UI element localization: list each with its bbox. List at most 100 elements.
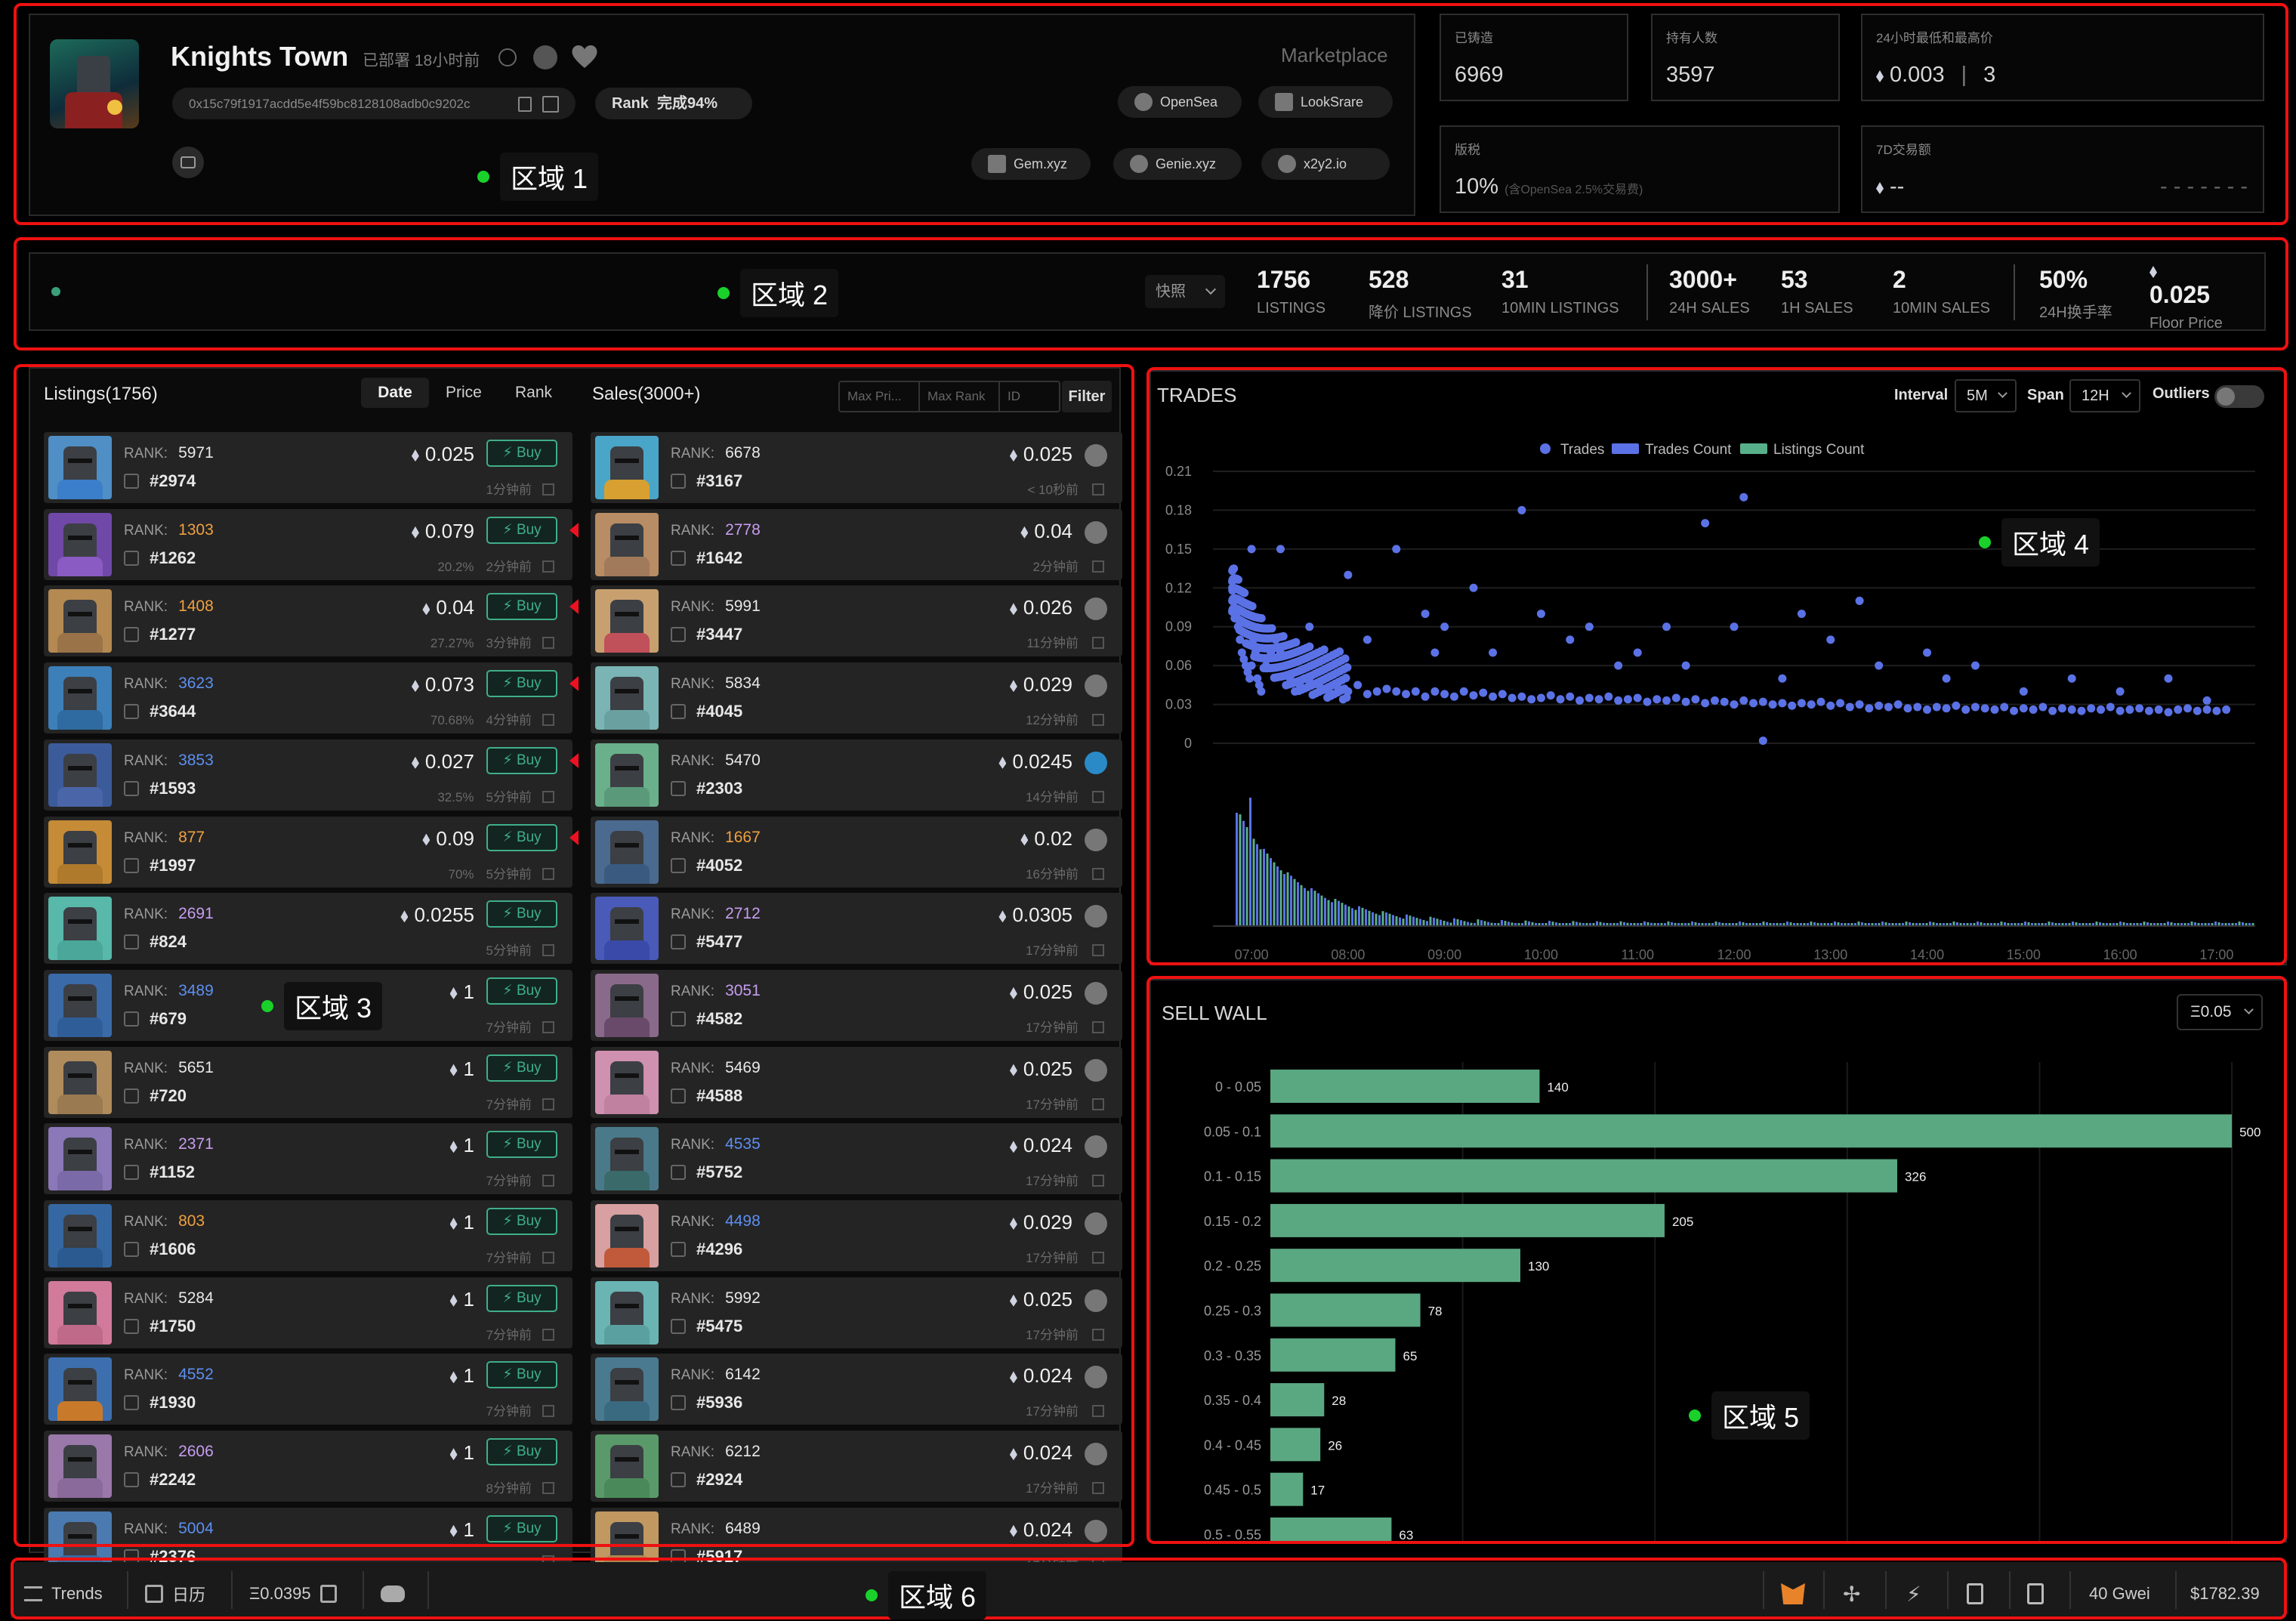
gas-station-alt-button[interactable]	[2027, 1571, 2044, 1616]
info-icon[interactable]	[498, 48, 517, 66]
buy-button[interactable]: ⚡ Buy	[486, 1208, 557, 1235]
buy-button[interactable]: ⚡ Buy	[486, 440, 557, 467]
external-link-icon[interactable]	[542, 96, 559, 113]
listing-card[interactable]: RANK: 803 #1606 1 ⚡ Buy 7分钟前	[44, 1200, 572, 1271]
external-link-icon[interactable]	[542, 867, 554, 880]
checkbox[interactable]	[124, 780, 139, 796]
gas-price-item[interactable]: Ξ0.0395	[249, 1571, 337, 1616]
sale-card[interactable]: RANK: 5469 #4588 0.025 17分钟前	[591, 1046, 1122, 1118]
buy-button[interactable]: ⚡ Buy	[486, 516, 557, 544]
tab-price[interactable]: Price	[446, 384, 482, 401]
checkbox[interactable]	[671, 1472, 686, 1488]
sellwall-bar[interactable]	[1270, 1472, 1304, 1506]
checkbox[interactable]	[671, 1088, 686, 1104]
checkbox[interactable]	[671, 1395, 686, 1411]
checkbox[interactable]	[124, 1242, 139, 1257]
listing-card[interactable]: RANK: 3853 #1593 0.027 ⚡ Buy 32.5% 5分钟前	[44, 739, 579, 810]
pinwheel-button[interactable]: ✢	[1843, 1571, 1860, 1616]
sellwall-bar[interactable]	[1270, 1338, 1396, 1372]
buy-button[interactable]: ⚡ Buy	[486, 1438, 557, 1466]
listing-card[interactable]: RANK: 5284 #1750 1 ⚡ Buy 7分钟前	[44, 1277, 572, 1348]
sellwall-bar[interactable]	[1270, 1428, 1321, 1462]
external-link-icon[interactable]	[542, 1405, 554, 1418]
external-link-icon[interactable]	[1092, 1175, 1104, 1187]
buy-button[interactable]: ⚡ Buy	[486, 746, 557, 774]
tab-rank[interactable]: Rank	[515, 384, 553, 401]
gas-station-button[interactable]	[1967, 1571, 1983, 1616]
checkbox[interactable]	[671, 627, 686, 643]
listing-card[interactable]: RANK: 2371 #1152 1 ⚡ Buy 7分钟前	[44, 1123, 572, 1195]
checkbox[interactable]	[671, 857, 686, 873]
checkbox[interactable]	[671, 1318, 686, 1334]
market-genie-button[interactable]: Genie.xyz	[1113, 148, 1242, 180]
listing-card[interactable]: RANK: 5971 #2974 0.025 ⚡ Buy 1分钟前	[44, 432, 572, 503]
external-link-icon[interactable]	[1092, 1098, 1104, 1110]
sellwall-bar[interactable]	[1270, 1383, 1325, 1417]
sellwall-bar[interactable]	[1270, 1518, 1392, 1541]
market-looksrare-button[interactable]: LookSrare	[1258, 86, 1393, 118]
market-x2y2-button[interactable]: x2y2.io	[1261, 148, 1390, 180]
listing-card[interactable]: RANK: 3623 #3644 0.073 ⚡ Buy 70.68% 4分钟前	[44, 662, 579, 734]
listing-card[interactable]: RANK: 1408 #1277 0.04 ⚡ Buy 27.27% 3分钟前	[44, 585, 579, 657]
external-link-icon[interactable]	[1092, 1252, 1104, 1264]
checkbox[interactable]	[124, 1395, 139, 1411]
sale-card[interactable]: RANK: 2712 #5477 0.0305 17分钟前	[591, 893, 1122, 965]
external-link-icon[interactable]	[1092, 560, 1104, 573]
sale-card[interactable]: RANK: 5470 #2303 0.0245 14分钟前	[591, 739, 1122, 810]
buy-button[interactable]: ⚡ Buy	[486, 1054, 557, 1082]
checkbox[interactable]	[671, 704, 686, 720]
max-price-input[interactable]: Max Pri...	[840, 382, 920, 411]
wallet-icon[interactable]	[172, 147, 204, 178]
external-link-icon[interactable]	[1092, 1020, 1104, 1033]
external-link-icon[interactable]	[1092, 1482, 1104, 1495]
trends-button[interactable]: Trends	[24, 1571, 103, 1616]
sellwall-step-select[interactable]: Ξ0.05	[2177, 994, 2263, 1030]
sale-card[interactable]: RANK: 1667 #4052 0.02 16分钟前	[591, 816, 1122, 888]
outliers-toggle[interactable]	[2214, 385, 2264, 408]
sale-card[interactable]: RANK: 4535 #5752 0.024 17分钟前	[591, 1123, 1122, 1195]
checkbox[interactable]	[671, 780, 686, 796]
sellwall-bar[interactable]	[1270, 1070, 1540, 1103]
listing-card[interactable]: RANK: 2606 #2242 1 ⚡ Buy 8分钟前	[44, 1431, 572, 1502]
sellwall-bar[interactable]	[1270, 1249, 1520, 1283]
interval-select[interactable]: 5M	[1955, 379, 2017, 412]
checkbox[interactable]	[671, 1242, 686, 1257]
external-link-icon[interactable]	[1092, 944, 1104, 957]
listing-card[interactable]: RANK: 1303 #1262 0.079 ⚡ Buy 20.2% 2分钟前	[44, 508, 579, 580]
listing-card[interactable]: RANK: 4552 #1930 1 ⚡ Buy 7分钟前	[44, 1354, 572, 1425]
external-link-icon[interactable]	[1092, 1328, 1104, 1341]
external-link-icon[interactable]	[542, 1328, 554, 1341]
market-opensea-button[interactable]: OpenSea	[1118, 86, 1242, 118]
external-link-icon[interactable]	[542, 1482, 554, 1495]
flash-button[interactable]: ⚡	[1906, 1571, 1921, 1616]
checkbox[interactable]	[671, 934, 686, 950]
checkbox[interactable]	[124, 704, 139, 720]
buy-button[interactable]: ⚡ Buy	[486, 977, 557, 1005]
checkbox[interactable]	[671, 550, 686, 566]
external-link-icon[interactable]	[542, 944, 554, 957]
listing-card[interactable]: RANK: 2691 #824 0.0255 ⚡ Buy 5分钟前	[44, 893, 572, 965]
checkbox[interactable]	[124, 1088, 139, 1104]
buy-button[interactable]: ⚡ Buy	[486, 900, 557, 928]
external-link-icon[interactable]	[542, 483, 554, 496]
max-rank-input[interactable]: Max Rank	[920, 382, 1000, 411]
external-link-icon[interactable]	[1092, 483, 1104, 496]
checkbox[interactable]	[124, 627, 139, 643]
span-select[interactable]: 12H	[2069, 379, 2140, 412]
share-icon[interactable]	[533, 45, 557, 69]
buy-button[interactable]: ⚡ Buy	[486, 1514, 557, 1542]
sale-card[interactable]: RANK: 6142 #5936 0.024 17分钟前	[591, 1354, 1122, 1425]
copy-icon[interactable]	[518, 97, 532, 112]
listing-card[interactable]: RANK: 877 #1997 0.09 ⚡ Buy 70% 5分钟前	[44, 816, 579, 888]
buy-button[interactable]: ⚡ Buy	[486, 1284, 557, 1312]
external-link-icon[interactable]	[542, 790, 554, 803]
checkbox[interactable]	[124, 474, 139, 489]
calendar-button[interactable]: 日历	[145, 1571, 205, 1616]
checkbox[interactable]	[671, 1011, 686, 1027]
checkbox[interactable]	[124, 934, 139, 950]
buy-button[interactable]: ⚡ Buy	[486, 823, 557, 851]
checkbox[interactable]	[124, 1011, 139, 1027]
market-gem-button[interactable]: Gem.xyz	[971, 148, 1091, 180]
external-link-icon[interactable]	[542, 714, 554, 727]
listing-card[interactable]: RANK: 5651 #720 1 ⚡ Buy 7分钟前	[44, 1046, 572, 1118]
